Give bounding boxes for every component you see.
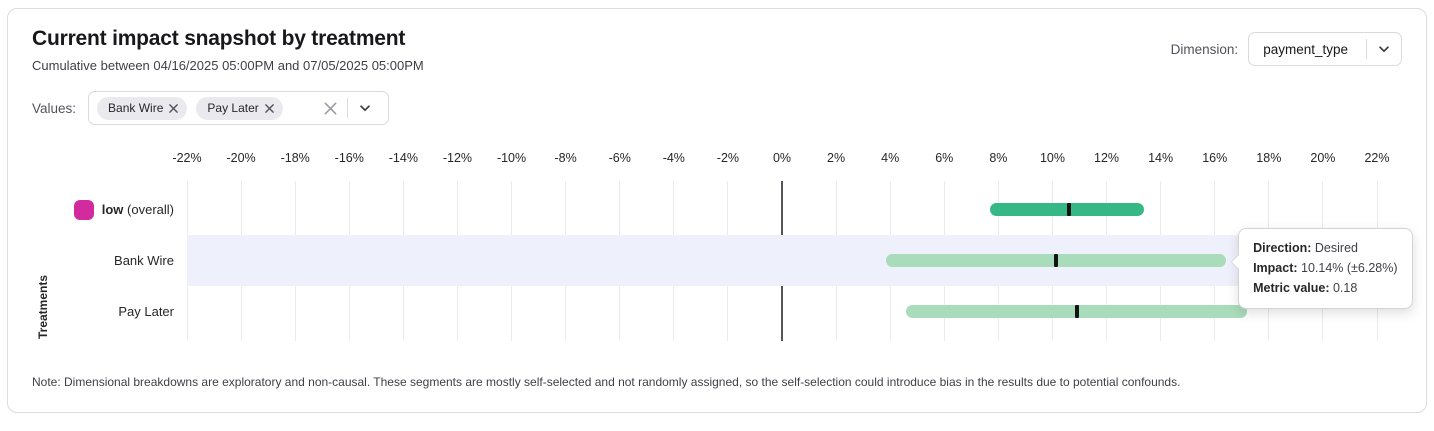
x-tick-label: 20% (1310, 151, 1336, 165)
row-label: Bank Wire (50, 251, 174, 271)
x-tick-label: 12% (1094, 151, 1120, 165)
x-tick-label: 22% (1364, 151, 1390, 165)
x-tick-label: -8% (554, 151, 577, 165)
dimension-label: Dimension: (1170, 41, 1239, 57)
x-tick-label: -12% (442, 151, 473, 165)
page-title: Current impact snapshot by treatment (32, 27, 406, 50)
dimension-control: Dimension: payment_type (1171, 32, 1402, 66)
impact-snapshot-card: Current impact snapshot by treatment Cum… (7, 8, 1427, 413)
x-tick-label: 18% (1256, 151, 1282, 165)
value-chip-bank-wire: Bank Wire (97, 96, 188, 120)
x-tick-label: -14% (388, 151, 418, 165)
card-header: Current impact snapshot by treatment Cum… (32, 27, 1402, 73)
x-tick-label: 8% (989, 151, 1008, 165)
clear-all-icon[interactable] (314, 101, 347, 116)
chip-remove-icon[interactable] (264, 103, 274, 113)
x-tick-label: 6% (935, 151, 954, 165)
tooltip-metric-value: Metric value: 0.18 (1253, 280, 1358, 295)
chip-label: Bank Wire (108, 101, 164, 115)
x-tick-label: 14% (1148, 151, 1174, 165)
select-divider (346, 98, 348, 118)
values-label: Values: (32, 100, 77, 116)
select-divider (1366, 39, 1367, 59)
x-tick-label: 0% (772, 151, 792, 165)
x-tick-label: -6% (608, 151, 631, 165)
tooltip-impact: Impact: 10.14% (±6.28%) (1253, 260, 1398, 275)
row-label-text: low (overall) (101, 202, 174, 217)
x-tick-label: -4% (662, 151, 685, 165)
x-tick-label: 2% (827, 151, 846, 165)
impact-center-tick (1074, 305, 1079, 318)
non-causal-note: Note: Dimensional breakdowns are explora… (32, 375, 1181, 389)
legend-swatch (73, 199, 94, 220)
chip-remove-icon[interactable] (169, 103, 179, 113)
date-range-subtitle: Cumulative between 04/16/2025 05:00PM an… (32, 58, 424, 73)
impact-bar-chart: Treatments Direction: Desired Impact: 10… (32, 151, 1413, 353)
value-chip-pay-later: Pay Later (196, 96, 283, 120)
row-label: Pay Later (50, 302, 174, 322)
impact-center-tick (1054, 254, 1059, 267)
x-tick-label: -22% (172, 151, 202, 165)
title-block: Current impact snapshot by treatment Cum… (32, 27, 424, 73)
dimension-selected-value: payment_type (1263, 41, 1348, 57)
dimension-select[interactable]: payment_type (1248, 32, 1402, 66)
x-tick-label: -18% (280, 151, 310, 165)
x-tick-label: -10% (496, 151, 527, 165)
bar-tooltip: Direction: Desired Impact: 10.14% (±6.28… (1232, 227, 1413, 309)
row-label-text: Bank Wire (114, 253, 174, 268)
row-label-text: Pay Later (118, 304, 174, 319)
x-tick-label: -20% (226, 151, 256, 165)
chevron-down-icon (348, 101, 382, 115)
values-multiselect[interactable]: Bank Wire Pay Later (88, 91, 389, 125)
x-tick-label: -2% (716, 151, 740, 165)
values-filter-row: Values: Bank Wire Pay Later (32, 91, 1402, 125)
x-tick-label: 4% (881, 151, 900, 165)
impact-center-tick (1066, 203, 1071, 216)
tooltip-arrow-icon (1232, 254, 1240, 269)
tooltip-direction: Direction: Desired (1253, 240, 1358, 255)
y-axis-label: Treatments (36, 274, 50, 339)
x-tick-label: 16% (1202, 151, 1228, 165)
chip-label: Pay Later (207, 101, 259, 115)
row-label: low (overall) (50, 199, 174, 220)
x-tick-label: -16% (334, 151, 364, 165)
x-tick-label: 10% (1039, 151, 1065, 165)
chevron-down-icon (1367, 42, 1401, 56)
